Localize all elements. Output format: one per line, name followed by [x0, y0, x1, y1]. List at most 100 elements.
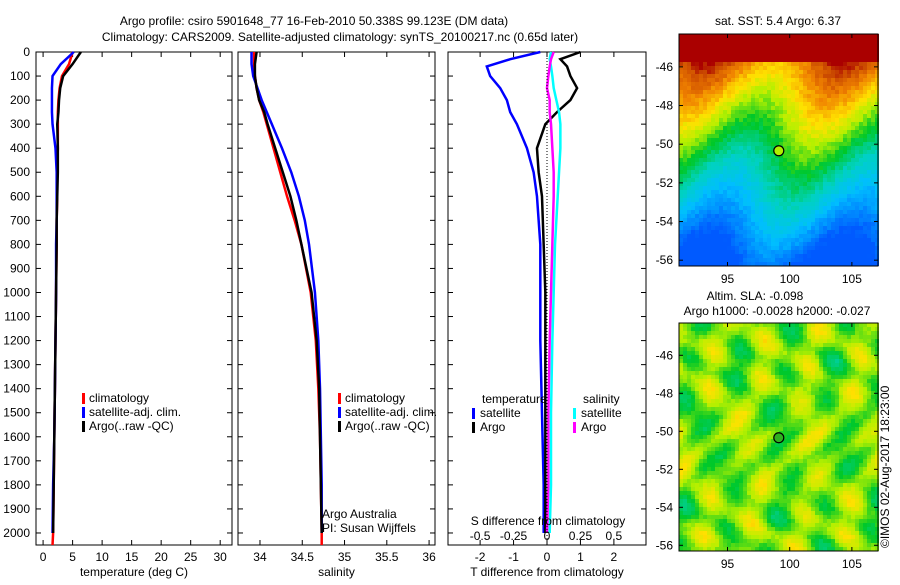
- map-cell: [719, 467, 723, 471]
- map-cell: [791, 106, 795, 110]
- map-cell: [727, 114, 731, 118]
- map-cell: [819, 230, 823, 234]
- map-cell: [779, 359, 783, 363]
- map-cell: [739, 447, 743, 451]
- map-cell: [775, 74, 779, 78]
- map-cell: [759, 347, 763, 351]
- map-cell: [863, 419, 867, 423]
- map-cell: [715, 262, 719, 266]
- map-cell: [687, 427, 691, 431]
- map-cell: [823, 459, 827, 463]
- map-cell: [791, 335, 795, 339]
- map-cell: [803, 42, 807, 46]
- map-cell: [851, 158, 855, 162]
- map-cell: [743, 122, 747, 126]
- map-cell: [739, 355, 743, 359]
- map-cell: [807, 443, 811, 447]
- map-cell: [727, 371, 731, 375]
- map-cell: [743, 114, 747, 118]
- map-cell: [803, 50, 807, 54]
- map-cell: [819, 174, 823, 178]
- map-cell: [871, 54, 875, 58]
- map-cell: [719, 230, 723, 234]
- map-cell: [819, 419, 823, 423]
- map-cell: [743, 102, 747, 106]
- map-cell: [799, 198, 803, 202]
- map-cell: [859, 106, 863, 110]
- map-cell: [863, 90, 867, 94]
- map-cell: [727, 351, 731, 355]
- map-cell: [735, 250, 739, 254]
- map-cell: [683, 162, 687, 166]
- map-cell: [779, 50, 783, 54]
- map-cell: [835, 138, 839, 142]
- map-cell: [707, 162, 711, 166]
- map-cell: [679, 226, 683, 230]
- map-cell: [755, 134, 759, 138]
- map-cell: [851, 58, 855, 62]
- map-cell: [839, 66, 843, 70]
- map-cell: [871, 122, 875, 126]
- map-cell: [827, 138, 831, 142]
- map-cell: [699, 94, 703, 98]
- x2-tick-label: 0: [544, 529, 551, 543]
- map-cell: [711, 202, 715, 206]
- map-cell: [723, 110, 727, 114]
- map-cell: [787, 443, 791, 447]
- map-cell: [711, 467, 715, 471]
- map-cell: [847, 455, 851, 459]
- map-cell: [787, 210, 791, 214]
- map-cell: [703, 114, 707, 118]
- map-cell: [863, 234, 867, 238]
- map-cell: [791, 134, 795, 138]
- map-cell: [751, 202, 755, 206]
- map-cell: [695, 138, 699, 142]
- map-cell: [731, 166, 735, 170]
- map-cell: [835, 158, 839, 162]
- map-cell: [815, 435, 819, 439]
- map-cell: [751, 451, 755, 455]
- map-cell: [827, 174, 831, 178]
- map-cell: [731, 459, 735, 463]
- map-cell: [847, 54, 851, 58]
- map-cell: [707, 399, 711, 403]
- map-cell: [723, 411, 727, 415]
- map-cell: [759, 174, 763, 178]
- map-cell: [739, 202, 743, 206]
- map-cell: [747, 463, 751, 467]
- map-cell: [699, 339, 703, 343]
- map-cell: [699, 66, 703, 70]
- map-cell: [871, 443, 875, 447]
- map-cell: [691, 126, 695, 130]
- map-cell: [831, 34, 835, 38]
- map-cell: [867, 451, 871, 455]
- map-cell: [771, 194, 775, 198]
- map-cell: [711, 130, 715, 134]
- map-cell: [691, 158, 695, 162]
- map-cell: [823, 186, 827, 190]
- map-cell: [755, 435, 759, 439]
- map-cell: [795, 451, 799, 455]
- map-cell: [763, 102, 767, 106]
- map-cell: [711, 234, 715, 238]
- map-cell: [787, 250, 791, 254]
- map-cell: [815, 339, 819, 343]
- map-cell: [775, 134, 779, 138]
- map-cell: [815, 250, 819, 254]
- map-cell: [787, 62, 791, 66]
- map-cell: [763, 415, 767, 419]
- map-cell: [819, 431, 823, 435]
- map-cell: [823, 142, 827, 146]
- map-cell: [811, 138, 815, 142]
- map-cell: [843, 238, 847, 242]
- map-cell: [867, 323, 871, 327]
- map-cell: [803, 258, 807, 262]
- map-cell: [711, 70, 715, 74]
- map-cell: [811, 42, 815, 46]
- map-cell: [859, 138, 863, 142]
- map-cell: [823, 166, 827, 170]
- map-cell: [859, 222, 863, 226]
- map-cell: [855, 351, 859, 355]
- map-cell: [759, 375, 763, 379]
- map-cell: [727, 202, 731, 206]
